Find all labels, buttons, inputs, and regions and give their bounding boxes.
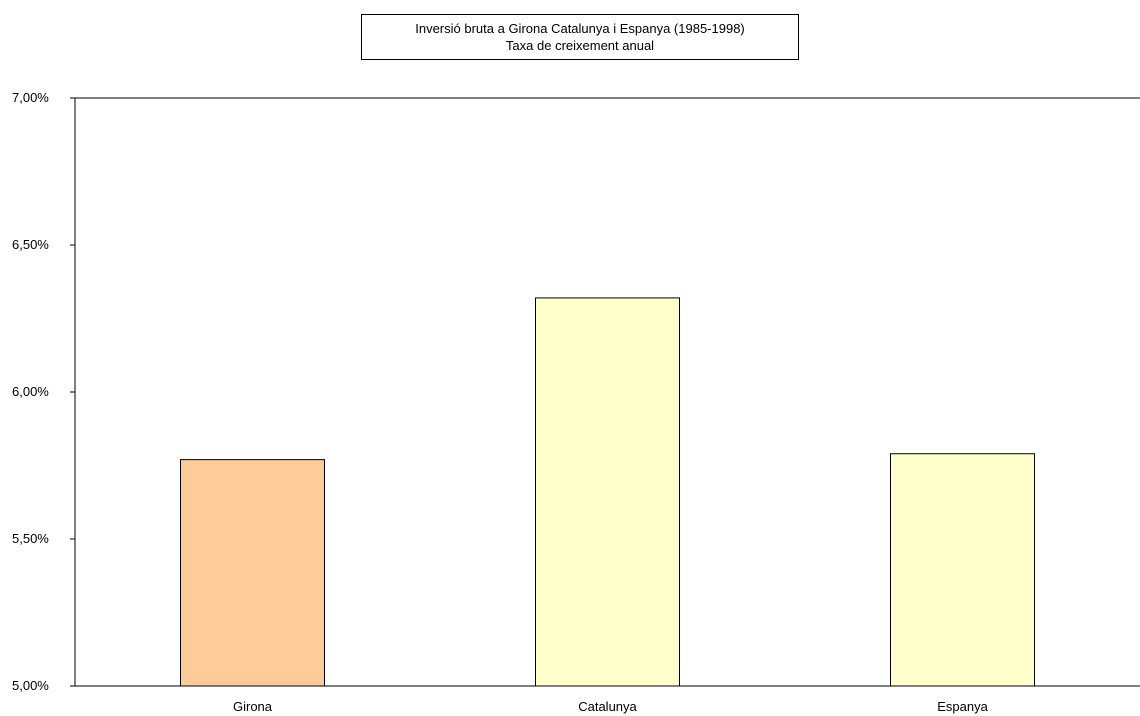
y-tick-label: 5,50% <box>12 531 49 546</box>
bar <box>535 297 680 687</box>
x-tick-label: Espanya <box>937 699 988 714</box>
bar <box>180 459 325 687</box>
chart-title-box: Inversió bruta a Girona Catalunya i Espa… <box>361 14 799 60</box>
y-tick-label: 5,00% <box>12 678 49 693</box>
bar <box>890 453 1035 687</box>
y-tick-label: 6,50% <box>12 237 49 252</box>
y-tick-label: 7,00% <box>12 90 49 105</box>
x-tick-label: Catalunya <box>578 699 637 714</box>
chart-subtitle: Taxa de creixement anual <box>505 38 655 53</box>
x-tick-label: Girona <box>233 699 273 714</box>
chart-title: Inversió bruta a Girona Catalunya i Espa… <box>415 21 745 36</box>
y-tick-label: 6,00% <box>12 384 49 399</box>
